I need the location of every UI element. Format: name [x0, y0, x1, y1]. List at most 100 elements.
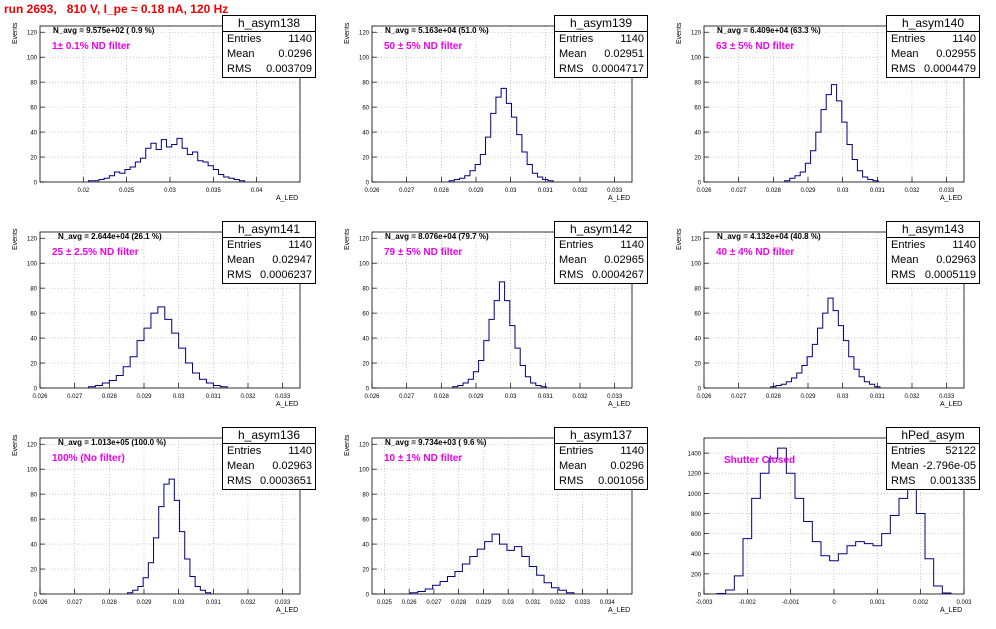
y-tick-label: 40: [30, 337, 37, 343]
histogram-svg: 0 20 40 60 80 100 120 0.026 0.027 0.028 0.029 0.03 0…: [27, 231, 301, 400]
stats-row-entries: Entries 1140: [555, 444, 647, 459]
histogram-bin: [812, 344, 817, 388]
stats-row-rms: RMS 0.0006237: [223, 268, 315, 283]
x-tick-label: 0.032: [550, 600, 566, 606]
stats-row-entries: Entries 1140: [223, 32, 315, 47]
stats-value: 1140: [620, 445, 644, 457]
y-tick-label: 60: [30, 518, 37, 524]
stats-row-rms: RMS 0.003709: [223, 62, 315, 77]
histogram-bin: [169, 479, 174, 594]
histogram-bin: [220, 387, 227, 388]
histogram-bin: [760, 473, 769, 594]
y-axis-label: Events: [12, 22, 19, 44]
x-tick-label: 0.028: [434, 188, 450, 194]
stats-box: hPed_asym Entries 52122 Mean -2.796e-05 RMS 0.…: [886, 427, 980, 490]
histogram-bin: [89, 181, 94, 182]
histogram-bin: [193, 152, 198, 182]
stats-label: RMS: [559, 269, 584, 281]
x-tick-label: 0.025: [119, 188, 135, 194]
filter-label: 10 ± 1% ND filter: [384, 453, 463, 464]
histogram-bin: [198, 161, 203, 182]
stats-value: 1140: [288, 33, 312, 45]
histogram-bin: [137, 341, 144, 388]
histogram-bin: [499, 282, 504, 388]
x-tick-label: -0.002: [739, 600, 757, 606]
histogram-series: [770, 297, 881, 388]
stats-value: 0.02963: [272, 460, 312, 472]
x-tick-label: 0.026: [364, 394, 380, 400]
histogram-bin: [805, 163, 810, 182]
y-tick-label: 0: [698, 593, 702, 599]
n-avg-text: N_avg = 4.132e+04 (40.8 %): [717, 232, 821, 241]
histogram-series: [448, 87, 554, 182]
x-tick-label: 0.028: [766, 394, 782, 400]
histogram-bin: [826, 95, 831, 182]
histogram-bin: [838, 326, 843, 388]
x-tick-label: 0.002: [913, 600, 929, 606]
stats-row-mean: Mean 0.02963: [887, 253, 979, 268]
y-tick-label: 40: [362, 543, 369, 549]
stats-row-mean: Mean 0.02965: [555, 253, 647, 268]
y-tick-label: 120: [359, 237, 370, 243]
histogram-bin: [138, 587, 143, 594]
stats-box: h_asym140 Entries 1140 Mean 0.02955 RMS 0.0004…: [886, 15, 980, 78]
histogram-bin: [776, 386, 781, 388]
stats-row-mean: Mean 0.0296: [555, 459, 647, 474]
n-avg-text: N_avg = 1.013e+05 (100.0 %): [58, 438, 167, 447]
histogram-bin: [752, 498, 761, 594]
x-tick-label: 0.03: [837, 188, 849, 194]
y-tick-label: 100: [359, 468, 370, 474]
histogram-bin: [821, 110, 826, 182]
histogram-bin: [208, 166, 213, 182]
histogram-bin: [864, 544, 873, 594]
stats-label: Entries: [891, 33, 926, 45]
stats-row-entries: Entries 1140: [887, 32, 979, 47]
y-tick-label: 120: [359, 31, 370, 37]
stats-value: 0.0004717: [592, 63, 644, 75]
stats-value: 0.001335: [930, 475, 976, 487]
x-tick-label: 0.031: [870, 188, 886, 194]
histogram-bin: [916, 513, 925, 594]
y-tick-label: 80: [694, 287, 701, 293]
histogram-bin: [165, 319, 172, 388]
histogram-bin: [802, 366, 807, 388]
histogram-bin: [552, 588, 559, 594]
histogram-bin: [925, 559, 934, 594]
histogram-bin: [475, 165, 480, 182]
y-tick-label: 20: [30, 362, 37, 368]
stats-title: h_asym141: [223, 222, 315, 238]
stats-row-mean: Mean -2.796e-05: [887, 459, 979, 474]
stats-title: h_asym138: [223, 16, 315, 32]
histogram-bin: [875, 387, 880, 388]
y-tick-label: 80: [362, 493, 369, 499]
stats-box: h_asym136 Entries 1140 Mean 0.02963 RMS 0.0003…: [222, 427, 316, 490]
histogram-bin: [849, 357, 854, 388]
x-tick-label: -0.001: [782, 600, 800, 606]
histogram-bin: [831, 85, 836, 182]
histogram-bin: [144, 328, 151, 388]
y-tick-label: 20: [362, 362, 369, 368]
stats-title: h_asym137: [555, 428, 647, 444]
y-tick-label: 80: [362, 81, 369, 87]
stats-value: 1140: [952, 33, 976, 45]
histogram-panel-hPed_asym: 0 200 400 600 800 1000 1200 1400 -0.003 -0.002 -0.…: [664, 424, 994, 629]
y-tick-label: 200: [691, 572, 702, 578]
x-tick-label: 0.032: [904, 394, 920, 400]
histogram-bin: [541, 387, 546, 388]
stats-label: Entries: [227, 445, 262, 457]
histogram-bin: [781, 384, 786, 388]
histogram-bin: [863, 177, 868, 182]
histogram-bin: [193, 373, 200, 388]
stats-label: Mean: [891, 254, 919, 266]
stats-row-mean: Mean 0.02963: [223, 459, 315, 474]
x-axis-label: A_LED: [940, 195, 963, 202]
histogram-bin: [239, 181, 244, 182]
stats-row-entries: Entries 1140: [223, 238, 315, 253]
x-axis-label: A_LED: [940, 401, 963, 408]
stats-value: 0.0296: [278, 48, 312, 60]
histogram-bin: [908, 488, 917, 594]
stats-value: 0.0296: [610, 460, 644, 472]
x-tick-label: 0.029: [136, 394, 152, 400]
y-tick-label: 80: [30, 287, 37, 293]
histogram-svg: 0 20 40 60 80 100 120 0.026 0.027 0.028 0.029 0.03 0…: [27, 437, 301, 606]
